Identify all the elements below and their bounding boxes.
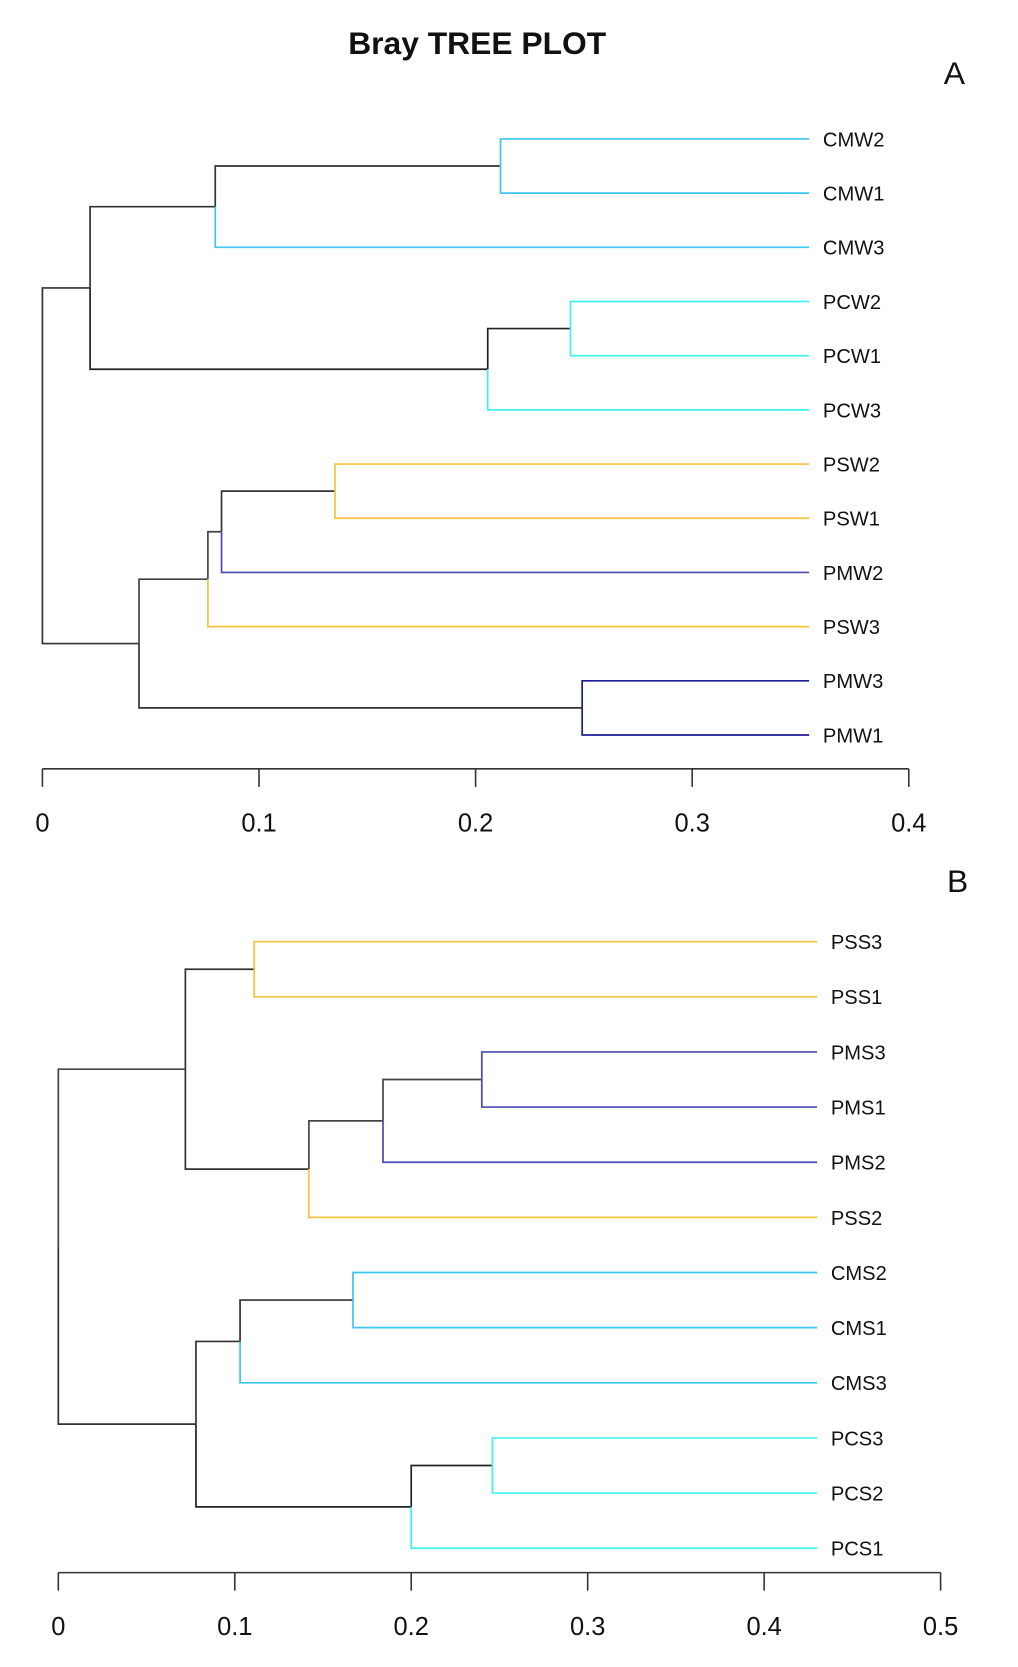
- dendrogram-panel-b: PSS3 PSS1 PMS3 PMS1 PMS2 PSS2 CMS2 CMS1 CMS3 PCS3…: [51, 932, 958, 1641]
- leaf-label-pss3: PSS3: [831, 932, 882, 954]
- x-tick-label: 0.1: [217, 1613, 252, 1641]
- dendrogram-branch-pmw3: [581, 679, 810, 708]
- dendrogram-branch: [207, 530, 222, 580]
- dendrogram-branch-cms2: [352, 1271, 818, 1301]
- dendrogram-branch: [138, 643, 583, 709]
- dendrogram-branch-psw2: [334, 463, 810, 492]
- leaf-label-pcw3: PCW3: [823, 400, 881, 422]
- leaf-label-pmw1: PMW1: [823, 725, 883, 747]
- x-tick-label: 0: [35, 809, 49, 837]
- dendrogram-branch: [214, 165, 501, 207]
- leaf-label-cmw1: CMW1: [823, 184, 885, 206]
- dendrogram-branch: [486, 327, 571, 370]
- dendrogram-branch-pss3: [253, 940, 818, 970]
- dendrogram-branch-pcw3: [486, 369, 810, 411]
- leaf-label-pss2: PSS2: [831, 1208, 882, 1230]
- dendrogram-branch: [410, 1464, 493, 1507]
- leaf-label-pcs1: PCS1: [831, 1539, 884, 1561]
- dendrogram-branch-pms1: [480, 1079, 818, 1108]
- leaf-label-pcs3: PCS3: [831, 1428, 884, 1450]
- leaf-label-pss1: PSS1: [831, 987, 882, 1009]
- leaf-label-pms2: PMS2: [831, 1153, 886, 1175]
- dendrogram-branch-cms3: [239, 1341, 818, 1384]
- dendrogram-branch-psw3: [207, 579, 810, 628]
- dendrogram-branch: [239, 1299, 353, 1342]
- leaf-label-pcs2: PCS2: [831, 1484, 884, 1506]
- dendrogram-branch: [57, 1246, 196, 1426]
- panel-label-b: B: [947, 863, 968, 899]
- leaf-label-pms1: PMS1: [831, 1098, 886, 1120]
- leaf-label-psw2: PSW2: [823, 454, 880, 476]
- dendrogram-branch-cmw2: [499, 138, 810, 167]
- x-tick-label: 0.2: [458, 809, 493, 837]
- dendrogram-branch: [89, 205, 216, 288]
- dendrogram-branch-pcs3: [491, 1437, 818, 1466]
- x-tick-label: 0.3: [674, 809, 709, 837]
- leaf-label-cmw2: CMW2: [823, 129, 885, 151]
- dendrogram-branch-pmw2: [220, 531, 810, 574]
- dendrogram-branch: [89, 287, 488, 371]
- dendrogram-branch-pcw2: [569, 300, 810, 329]
- leaf-label-pmw2: PMW2: [823, 563, 883, 585]
- dendrogram-branch-pcw1: [569, 328, 810, 357]
- x-tick-label: 0.2: [394, 1613, 429, 1641]
- leaf-label-cms2: CMS2: [831, 1263, 887, 1285]
- dendrogram-branch-cms1: [352, 1300, 818, 1329]
- leaf-label-cms1: CMS1: [831, 1318, 887, 1340]
- leaf-label-cmw3: CMW3: [823, 238, 885, 260]
- panel-label-a: A: [944, 55, 966, 91]
- dendrogram-branch-cmw3: [214, 206, 810, 249]
- dendrogram-branch-pms2: [382, 1120, 818, 1164]
- dendrogram-branch-cmw1: [499, 166, 810, 194]
- dendrogram-branch: [57, 1068, 186, 1247]
- leaf-label-pms3: PMS3: [831, 1042, 886, 1064]
- x-tick-label: 0.4: [891, 809, 926, 837]
- dendrogram-branch: [184, 1069, 309, 1170]
- x-tick-label: 0.1: [241, 809, 276, 837]
- leaf-label-pcw1: PCW1: [823, 346, 881, 368]
- dendrogram-branch-psw1: [334, 491, 810, 520]
- chart-title: Bray TREE PLOT: [348, 25, 607, 61]
- leaf-label-psw3: PSW3: [823, 617, 880, 639]
- leaf-label-pcw2: PCW2: [823, 292, 881, 314]
- x-tick-label: 0.5: [923, 1613, 958, 1641]
- dendrogram-branch-pmw1: [581, 707, 810, 736]
- dendrogram-panel-a: CMW2 CMW1 CMW3 PCW2 PCW1 PCW3 PSW2 PSW1 PMW2 PSW3…: [35, 129, 926, 837]
- dendrogram-branch-pcs1: [410, 1506, 818, 1550]
- dendrogram-branch: [195, 1424, 412, 1508]
- x-tick-label: 0: [51, 1613, 65, 1641]
- dendrogram-branch: [308, 1120, 383, 1170]
- dendrogram-branch: [138, 578, 208, 644]
- dendrogram-branch-pss1: [253, 969, 818, 998]
- dendrogram-branch: [382, 1078, 482, 1121]
- dendrogram-branch-pms3: [480, 1051, 818, 1080]
- leaf-label-pmw3: PMW3: [823, 671, 883, 693]
- x-tick-label: 0.3: [570, 1613, 605, 1641]
- dendrogram-branch-pcs2: [491, 1465, 818, 1494]
- dendrogram-branch: [41, 465, 140, 645]
- dendrogram-branch: [195, 1340, 241, 1425]
- leaf-label-cms3: CMS3: [831, 1373, 887, 1395]
- dendrogram-branch: [220, 490, 336, 532]
- dendrogram-branch: [184, 968, 255, 1070]
- dendrogram-branch-pss2: [308, 1169, 818, 1219]
- x-tick-label: 0.4: [746, 1613, 781, 1641]
- dendrogram-branch: [41, 287, 91, 466]
- leaf-label-psw1: PSW1: [823, 509, 880, 531]
